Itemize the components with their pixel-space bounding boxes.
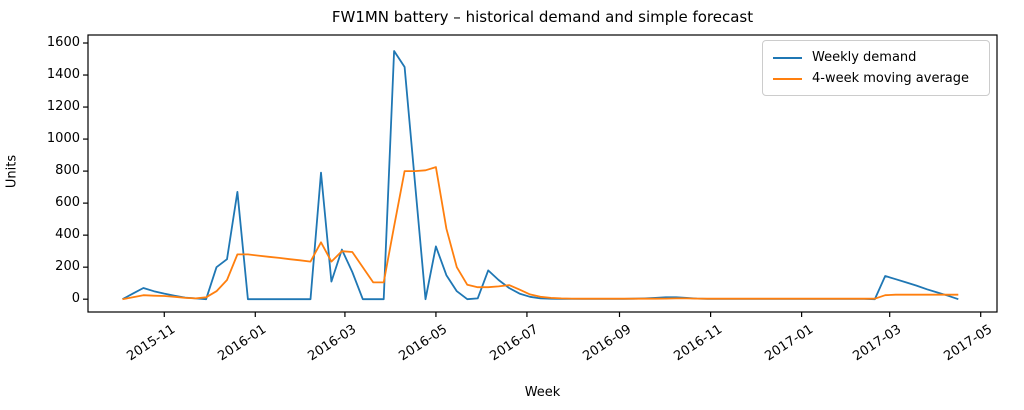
moving-average-line-swatch: [773, 77, 802, 80]
y-tick-label: 400: [55, 227, 80, 243]
axes-frame: [87, 34, 998, 313]
chart-title: FW1MN battery – historical demand and si…: [331, 8, 754, 26]
y-tick-label: 1400: [46, 67, 80, 83]
legend-entry-moving-average: 4-week moving average: [773, 68, 979, 89]
y-tick-label: 1600: [46, 35, 80, 50]
y-tick-label: 1200: [46, 99, 80, 115]
y-tick-label: 1000: [46, 131, 80, 147]
x-axis-label: Week: [524, 385, 561, 400]
legend-entry-weekly-demand: Weekly demand: [773, 47, 979, 68]
weekly-demand-line-swatch: [773, 56, 802, 59]
y-tick-label: 200: [55, 259, 80, 275]
y-tick-label: 800: [55, 163, 80, 179]
y-tick-label: 0: [71, 291, 80, 307]
legend: Weekly demand 4-week moving average: [762, 40, 990, 96]
legend-label-moving-average: 4-week moving average: [812, 71, 970, 86]
y-tick-label: 600: [55, 195, 80, 211]
legend-label-weekly-demand: Weekly demand: [812, 50, 917, 65]
moving-average-line: [122, 166, 959, 301]
y-axis-label: Units: [4, 154, 20, 189]
